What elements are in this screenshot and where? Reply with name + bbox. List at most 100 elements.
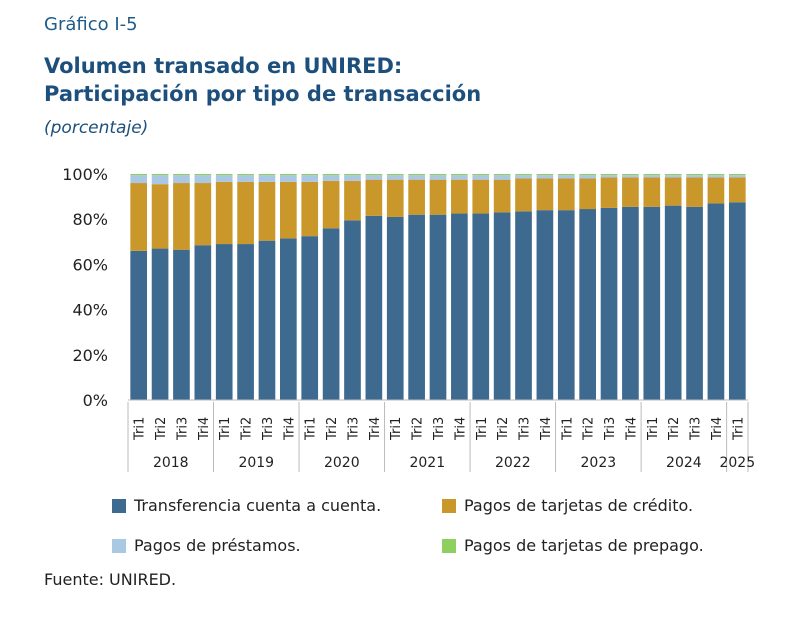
bar-segment-credito [643,177,661,207]
bar-segment-prepago [130,174,148,176]
bar-segment-prepago [579,174,596,176]
bar-segment-credito [365,179,383,216]
bar-segment-prestamos [643,175,661,178]
year-label: 2018 [153,455,189,471]
bar-segment-prepago [451,174,468,176]
bar-segment-prepago [643,174,661,176]
bar-segment-credito [707,177,725,204]
bar-segment-transferencia [194,245,212,400]
x-tick-label: Tri1 [475,417,490,441]
bar-segment-prestamos [408,175,425,180]
year-label: 2024 [666,455,702,471]
bar-segment-prepago [237,174,254,176]
bar-segment-prepago [386,174,404,176]
bar-segment-prestamos [622,175,639,178]
bar-segment-credito [130,183,148,251]
x-tick-label: Tri1 [304,417,319,441]
bar-segment-prepago [365,174,383,176]
bar-segment-transferencia [237,244,254,400]
bar-segment-prestamos [664,175,682,178]
year-label: 2025 [719,455,755,471]
bar-segment-prestamos [600,175,618,178]
bar-segment-prestamos [258,175,276,182]
legend-item-transferencia: Transferencia cuenta a cuenta. [112,496,381,515]
legend-label-credito: Pagos de tarjetas de crédito. [464,496,694,515]
x-tick-label: Tri3 [346,417,361,441]
bar-segment-prepago [686,174,703,176]
bar-segment-credito [686,177,703,207]
bar-segment-credito [151,184,169,249]
bar-segment-prepago [472,174,490,176]
year-label: 2021 [409,455,445,471]
bar-segment-credito [429,179,447,215]
bar-segment-credito [408,179,425,215]
x-tick-label: Tri1 [133,417,148,441]
x-tick-label: Tri3 [689,417,704,441]
bar-segment-prestamos [515,175,532,179]
bar-segment-prestamos [194,175,212,184]
bar-segment-transferencia [600,207,618,400]
bar-segment-credito [472,179,490,214]
bar-segment-credito [451,179,468,214]
bar-segment-transferencia [451,213,468,400]
bar-segment-credito [728,177,746,203]
legend-swatch-credito [442,498,456,513]
bar-segment-prestamos [301,175,319,182]
legend-swatch-prepago [442,538,456,553]
bar-segment-transferencia [130,250,148,400]
legend-label-prestamos: Pagos de préstamos. [134,536,301,555]
bar-segment-credito [280,181,297,239]
source-note: Fuente: UNIRED. [44,570,177,589]
bar-segment-transferencia [557,210,575,400]
legend-label-transferencia: Transferencia cuenta a cuenta. [134,496,382,515]
bar-segment-prestamos [472,175,490,180]
y-tick-label: 40% [72,301,108,320]
bar-segment-prepago [151,174,169,176]
x-tick-label: Tri4 [197,417,212,441]
x-tick-label: Tri4 [624,417,639,441]
bar-segment-credito [622,177,639,207]
bar-segment-credito [173,183,190,250]
x-tick-label: Tri2 [154,417,169,441]
x-tick-label: Tri3 [261,417,276,441]
chart-title-line1: Volumen transado en UNIRED: [44,54,403,78]
bar-segment-prestamos [728,175,746,178]
bar-segment-prestamos [322,175,340,181]
bar-segment-credito [536,178,554,211]
bar-segment-credito [194,183,212,246]
x-tick-label: Tri3 [175,417,190,441]
bar-segment-credito [237,181,254,245]
bar-segment-transferencia [579,209,596,400]
bar-segment-prepago [600,174,618,176]
x-tick-label: Tri2 [496,417,511,441]
bar-segment-prestamos [707,175,725,178]
bar-segment-transferencia [664,205,682,400]
x-tick-label: Tri4 [368,417,383,441]
x-tick-label: Tri2 [411,417,426,441]
bar-segment-credito [386,179,404,217]
bar-segment-transferencia [472,213,490,400]
bar-segment-prepago [429,174,447,176]
bar-segment-credito [258,181,276,241]
x-tick-label: Tri1 [646,417,661,441]
bar-segment-credito [344,180,361,221]
bar-segment-prestamos [386,175,404,180]
bar-segment-credito [557,178,575,211]
bar-segment-transferencia [151,248,169,400]
bar-segment-transferencia [493,212,511,400]
bar-segment-prepago [215,174,233,176]
x-tick-label: Tri2 [667,417,682,441]
bar-segment-prestamos [365,175,383,180]
bar-segment-transferencia [536,210,554,400]
bar-segment-prestamos [151,175,169,185]
bar-segment-prepago [194,174,212,176]
bar-segment-prepago [493,174,511,176]
chart-subtitle: (porcentaje) [44,118,149,138]
bar-segment-transferencia [322,228,340,400]
bar-segment-credito [215,181,233,245]
figure-label: Gráfico I-5 [44,14,138,35]
x-tick-label: Tri4 [710,417,725,441]
bar-segment-prepago [664,174,682,176]
bar-segment-prepago [728,174,746,176]
bar-segment-transferencia [728,202,746,400]
